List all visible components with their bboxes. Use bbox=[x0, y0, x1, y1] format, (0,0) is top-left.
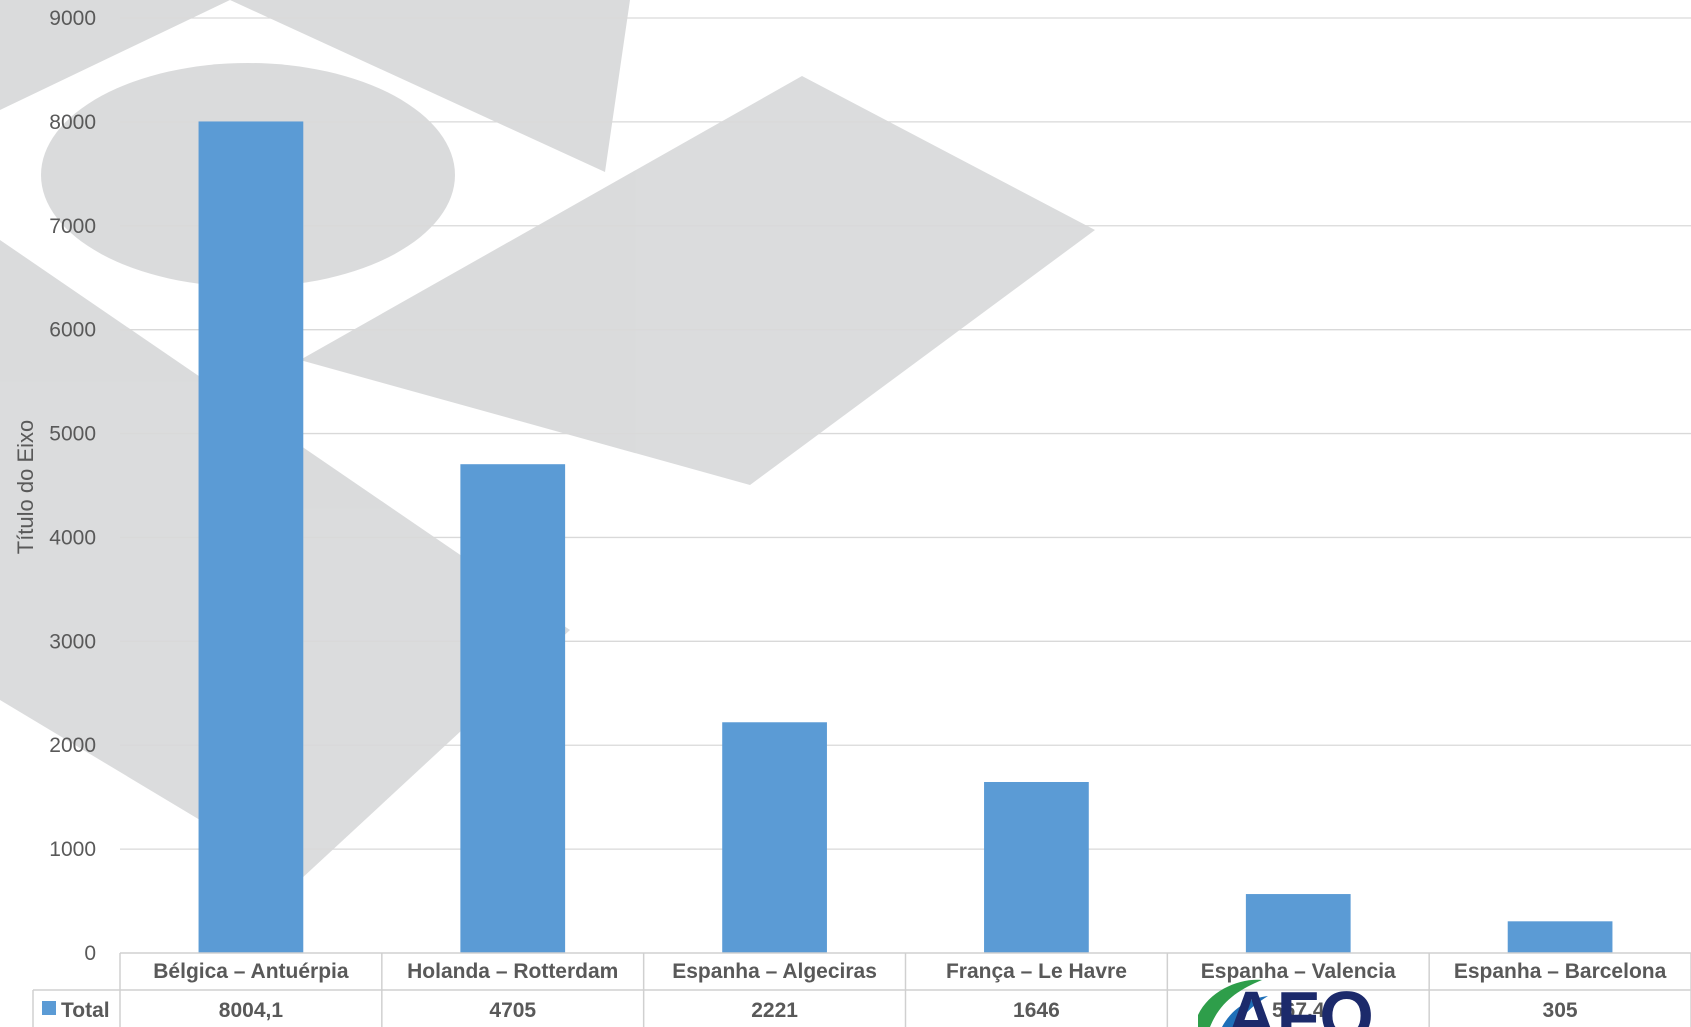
y-tick-label: 0 bbox=[84, 942, 96, 965]
y-tick-label: 9000 bbox=[49, 7, 96, 30]
y-tick-label: 7000 bbox=[49, 215, 96, 238]
bar bbox=[722, 722, 827, 953]
data-table: Bélgica – Antuérpia 8004,1 Holanda – Rotte… bbox=[32, 952, 1691, 1027]
logo-text: AFO bbox=[1226, 977, 1374, 1027]
category-label: França – Le Havre bbox=[946, 960, 1127, 983]
category-label: Holanda – Rotterdam bbox=[407, 960, 618, 983]
bar bbox=[1507, 921, 1613, 953]
y-tick-label: 4000 bbox=[49, 526, 96, 549]
category-label: Espanha – Barcelona bbox=[1454, 960, 1667, 983]
bar bbox=[984, 781, 1089, 953]
gridlines bbox=[120, 17, 1691, 850]
y-tick-label: 3000 bbox=[49, 630, 96, 653]
value-label: 567,4 bbox=[1272, 999, 1325, 1022]
watermark-diamond bbox=[300, 76, 1095, 485]
logo-swoosh-green bbox=[1198, 979, 1262, 1027]
value-label: 305 bbox=[1543, 999, 1578, 1022]
bar bbox=[1245, 894, 1351, 953]
y-tick-label: 2000 bbox=[49, 734, 96, 757]
afo-logo: AFO bbox=[1198, 977, 1374, 1027]
logo-swoosh-blue bbox=[1222, 996, 1268, 1027]
value-label: 4705 bbox=[489, 999, 536, 1022]
y-tick-label: 8000 bbox=[49, 111, 96, 134]
y-tick-label: 5000 bbox=[49, 423, 96, 446]
legend-label: Total bbox=[61, 999, 110, 1022]
bar bbox=[460, 464, 566, 953]
y-tick-label: 1000 bbox=[49, 838, 96, 861]
category-label: Espanha – Valencia bbox=[1201, 960, 1396, 983]
y-axis: 0 1000 2000 3000 4000 5000 6000 7000 8000 9000 bbox=[49, 7, 96, 965]
y-tick-label: 6000 bbox=[49, 319, 96, 342]
category-label: Bélgica – Antuérpia bbox=[153, 960, 349, 983]
category-label: Espanha – Algeciras bbox=[672, 960, 877, 983]
legend-swatch bbox=[42, 1001, 56, 1015]
value-label: 1646 bbox=[1013, 999, 1060, 1022]
value-label: 8004,1 bbox=[219, 999, 284, 1022]
bar bbox=[198, 121, 304, 953]
value-label: 2221 bbox=[751, 999, 798, 1022]
bars bbox=[198, 121, 1613, 953]
y-axis-title: Título do Eixo bbox=[13, 420, 38, 555]
watermark-shape-top bbox=[0, 0, 630, 172]
